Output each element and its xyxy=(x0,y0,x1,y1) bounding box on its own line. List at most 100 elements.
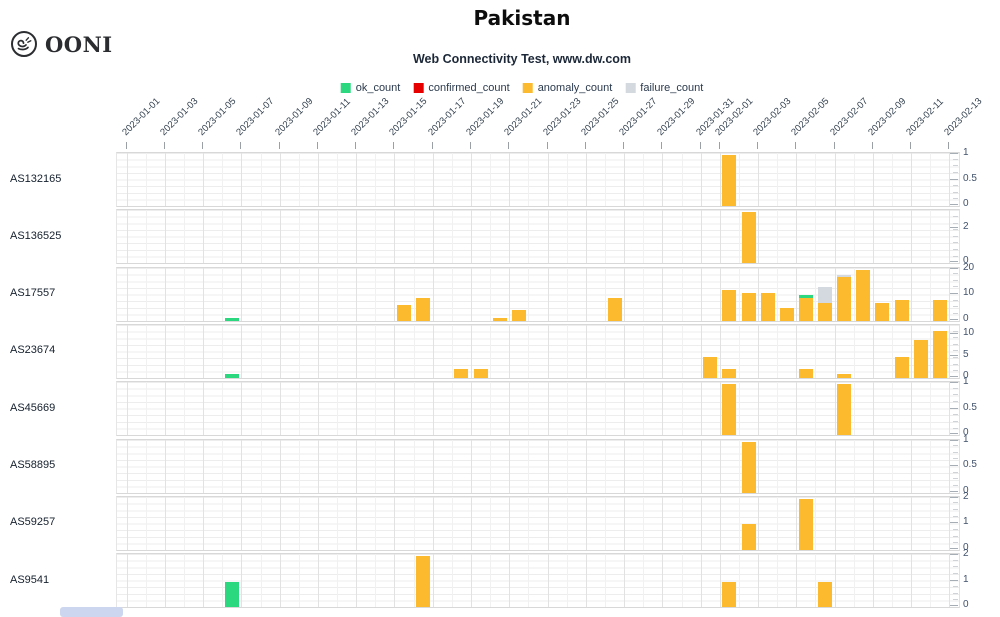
bar-AS17557-2023-01-21-anomaly_count[interactable] xyxy=(511,310,526,321)
grid-vline xyxy=(719,439,721,493)
y-axis-tick xyxy=(950,554,958,556)
grid-vline xyxy=(375,210,377,264)
bar-AS45669-2023-02-01-anomaly_count[interactable] xyxy=(722,384,737,436)
grid-vline xyxy=(451,382,453,436)
asn-label-AS58895: AS58895 xyxy=(10,459,56,471)
y-axis-minor-tick xyxy=(953,198,958,200)
grid-vline xyxy=(241,324,243,378)
bar-AS132165-2023-02-01-anomaly_count[interactable] xyxy=(722,155,737,206)
x-axis-date-label: 2023-01-11 xyxy=(311,96,353,138)
grid-vline xyxy=(643,210,645,264)
y-axis-tick xyxy=(950,375,958,377)
grid-vline xyxy=(394,210,396,264)
grid-vline xyxy=(413,267,415,321)
bar-AS9541-2023-02-01-anomaly_count[interactable] xyxy=(722,581,737,608)
bar-AS17557-2023-01-06-ok_count[interactable] xyxy=(224,318,239,321)
bar-AS23674-2023-02-10-anomaly_count[interactable] xyxy=(894,356,909,378)
bar-AS23674-2023-01-19-anomaly_count[interactable] xyxy=(473,369,488,378)
grid-vline xyxy=(528,153,530,206)
y-axis-minor-tick xyxy=(953,502,958,504)
grid-vline xyxy=(164,496,166,550)
grid-vline xyxy=(279,554,281,608)
grid-vline xyxy=(298,496,300,550)
grid-vline xyxy=(796,439,798,493)
y-axis-tick-label: 0 xyxy=(963,312,969,324)
ooni-logo[interactable]: OONI xyxy=(10,30,113,58)
grid-vline xyxy=(566,324,568,378)
asn-label-AS59257: AS59257 xyxy=(10,516,56,529)
bar-AS17557-2023-02-08-anomaly_count[interactable] xyxy=(856,269,871,321)
y-axis-minor-tick xyxy=(953,566,958,568)
bar-AS17557-2023-02-06-failure_count[interactable] xyxy=(818,287,833,303)
legend-item-anomaly_count[interactable]: anomaly_count xyxy=(522,82,612,94)
bar-AS17557-2023-02-02-anomaly_count[interactable] xyxy=(741,292,756,321)
legend-swatch-failure_count xyxy=(625,83,636,93)
grid-vline xyxy=(604,554,606,608)
grid-vline xyxy=(337,382,339,436)
bar-AS17557-2023-02-09-anomaly_count[interactable] xyxy=(875,302,890,321)
grid-vline xyxy=(298,153,300,206)
grid-vline xyxy=(930,267,932,321)
grid-vline xyxy=(126,324,128,378)
bar-AS59257-2023-02-05-anomaly_count[interactable] xyxy=(798,498,813,550)
grid-vline xyxy=(126,382,128,436)
legend-item-confirmed_count[interactable]: confirmed_count xyxy=(413,82,510,94)
grid-vline xyxy=(700,210,702,264)
bar-AS23674-2023-01-31-anomaly_count[interactable] xyxy=(703,356,718,378)
y-axis-tick-label: 0 xyxy=(963,369,969,381)
bar-AS17557-2023-01-16-anomaly_count[interactable] xyxy=(416,297,431,321)
x-axis-tick xyxy=(795,142,797,149)
bar-AS17557-2023-02-04-anomaly_count[interactable] xyxy=(779,307,794,321)
grid-vline xyxy=(892,267,894,321)
grid-vline xyxy=(298,554,300,608)
bar-AS9541-2023-01-06-ok_count[interactable] xyxy=(224,581,239,608)
bar-AS17557-2023-02-07-anomaly_count[interactable] xyxy=(837,277,852,321)
bar-AS23674-2023-02-05-anomaly_count[interactable] xyxy=(798,369,813,378)
grid-vline xyxy=(911,153,913,206)
bar-AS17557-2023-02-10-anomaly_count[interactable] xyxy=(894,300,909,321)
bar-AS23674-2023-02-11-anomaly_count[interactable] xyxy=(913,339,928,378)
bar-AS9541-2023-01-16-anomaly_count[interactable] xyxy=(416,556,431,608)
bar-AS17557-2023-02-12-anomaly_count[interactable] xyxy=(932,300,947,321)
bar-AS23674-2023-02-07-anomaly_count[interactable] xyxy=(837,373,852,378)
grid-vline xyxy=(643,324,645,378)
bar-AS23674-2023-02-01-anomaly_count[interactable] xyxy=(722,369,737,378)
bar-AS17557-2023-02-05-anomaly_count[interactable] xyxy=(798,297,813,321)
bar-AS136525-2023-02-02-anomaly_count[interactable] xyxy=(741,212,756,264)
grid-vline xyxy=(796,267,798,321)
bar-AS23674-2023-02-12-anomaly_count[interactable] xyxy=(932,331,947,378)
bar-AS45669-2023-02-07-anomaly_count[interactable] xyxy=(837,384,852,436)
bar-AS17557-2023-02-03-anomaly_count[interactable] xyxy=(760,292,775,321)
bar-AS17557-2023-02-05-ok_count[interactable] xyxy=(798,295,813,298)
bar-AS17557-2023-02-06-anomaly_count[interactable] xyxy=(818,302,833,321)
bar-AS17557-2023-01-26-anomaly_count[interactable] xyxy=(607,297,622,321)
grid-vline xyxy=(509,439,511,493)
grid-vline xyxy=(413,382,415,436)
grid-vline xyxy=(547,439,549,493)
legend-item-ok_count[interactable]: ok_count xyxy=(340,82,400,94)
y-axis-tick xyxy=(950,318,958,320)
grid-vline xyxy=(471,439,473,493)
bar-AS17557-2023-02-01-anomaly_count[interactable] xyxy=(722,290,737,321)
y-axis-tick-label: 0 xyxy=(963,427,969,439)
y-axis-minor-tick xyxy=(953,312,958,314)
bar-AS59257-2023-02-02-anomaly_count[interactable] xyxy=(741,524,756,550)
x-axis-tick xyxy=(316,142,318,149)
bar-AS17557-2023-02-07-failure_count[interactable] xyxy=(837,274,852,278)
bar-AS58895-2023-02-02-anomaly_count[interactable] xyxy=(741,441,756,493)
bar-AS17557-2023-01-15-anomaly_count[interactable] xyxy=(397,305,412,321)
partial-bottom-ui-element xyxy=(60,607,123,617)
bar-AS9541-2023-02-06-anomaly_count[interactable] xyxy=(818,581,833,608)
grid-vline xyxy=(356,324,358,378)
grid-vline xyxy=(853,324,855,378)
legend-item-failure_count[interactable]: failure_count xyxy=(625,82,703,94)
grid-vline xyxy=(662,382,664,436)
bar-AS23674-2023-01-06-ok_count[interactable] xyxy=(224,373,239,378)
grid-vline xyxy=(930,153,932,206)
grid-vline xyxy=(796,496,798,550)
grid-vline xyxy=(222,267,224,321)
grid-vline xyxy=(490,382,492,436)
grid-vline xyxy=(471,153,473,206)
bar-AS17557-2023-01-20-anomaly_count[interactable] xyxy=(492,318,507,321)
bar-AS23674-2023-01-18-anomaly_count[interactable] xyxy=(454,369,469,378)
